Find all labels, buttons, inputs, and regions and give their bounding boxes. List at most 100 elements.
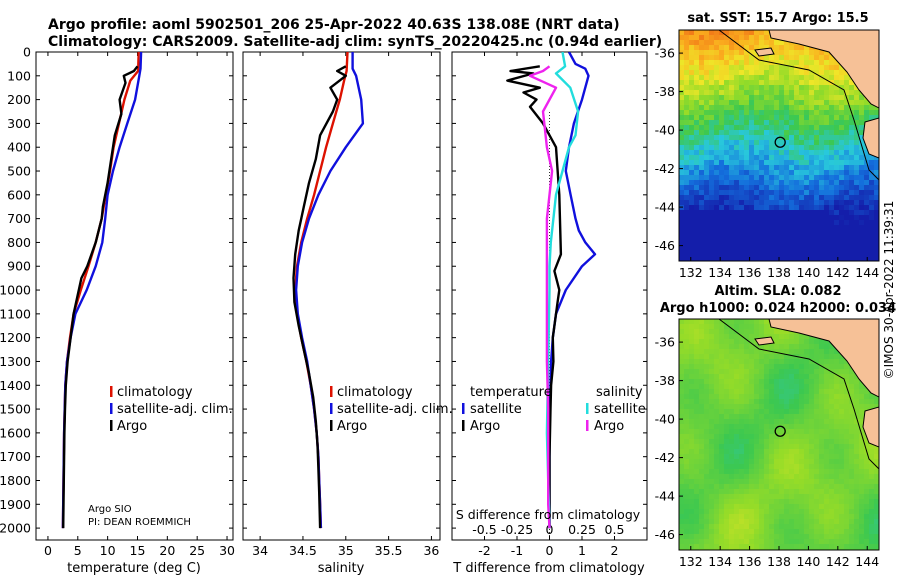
map-cell (779, 504, 785, 510)
map-cell (869, 484, 875, 490)
map-cell (849, 499, 855, 505)
map-cell (754, 379, 760, 385)
map-cell (844, 195, 850, 201)
map-cell (874, 200, 879, 206)
map-cell (784, 80, 790, 86)
map-cell (774, 155, 780, 161)
map-cell (754, 45, 760, 51)
map-cell (839, 70, 845, 76)
map-cell (774, 100, 780, 106)
map-cell (844, 414, 850, 420)
map-cell (829, 120, 835, 126)
map-cell (819, 220, 825, 226)
map-cell (794, 389, 800, 395)
map-cell (854, 479, 860, 485)
map-cell (854, 220, 860, 226)
map-cell (754, 494, 760, 500)
map-cell (779, 479, 785, 485)
map-cell (734, 85, 740, 91)
map-cell (789, 349, 795, 355)
map-cell (774, 529, 780, 535)
map-cell (769, 205, 775, 211)
map-cell (769, 255, 775, 261)
map-cell (799, 484, 805, 490)
map-cell (799, 489, 805, 495)
map-cell (764, 80, 770, 86)
map-cell (704, 140, 710, 146)
map-cell (774, 429, 780, 435)
map-cell (689, 120, 695, 126)
map-cell (679, 434, 685, 440)
map-cell (824, 225, 830, 231)
map-cell (819, 509, 825, 515)
map-cell (769, 155, 775, 161)
map-cell (839, 409, 845, 415)
sla-map-title-line1: Altim. SLA: 0.082 (715, 284, 842, 299)
map-cell (694, 35, 700, 41)
map-cell (859, 394, 865, 400)
map-cell (729, 489, 735, 495)
map-cell (829, 175, 835, 181)
map-cell (799, 409, 805, 415)
map-cell (704, 384, 710, 390)
map-cell (774, 464, 780, 470)
map-cell (809, 504, 815, 510)
map-cell (679, 429, 685, 435)
map-cell (759, 479, 765, 485)
map-cell (679, 344, 685, 350)
map-cell (764, 140, 770, 146)
map-cell (699, 474, 705, 480)
map-cell (739, 369, 745, 375)
map-cell (749, 230, 755, 236)
map-cell (819, 100, 825, 106)
map-cell (839, 240, 845, 246)
map-cell (769, 499, 775, 505)
map-cell (694, 364, 700, 370)
map-cell (714, 359, 720, 365)
map-cell (724, 339, 730, 345)
map-cell (854, 444, 860, 450)
map-cell (834, 469, 840, 475)
map-cell (874, 514, 879, 520)
map-cell (724, 215, 730, 221)
map-cell (784, 105, 790, 111)
map-cell (774, 329, 780, 335)
map-cell (784, 359, 790, 365)
map-cell (704, 379, 710, 385)
map-cell (684, 334, 690, 340)
map-cell (679, 100, 685, 106)
map-cell (719, 334, 725, 340)
map-cell (679, 349, 685, 355)
map-cell (779, 130, 785, 136)
map-cell (794, 369, 800, 375)
temperature-panel-frame (35, 51, 234, 541)
map-cell (819, 514, 825, 520)
map-cell (794, 474, 800, 480)
map-cell (864, 519, 870, 525)
map-cell (769, 125, 775, 131)
map-cell (744, 464, 750, 470)
map-cell (684, 504, 690, 510)
map-cell (709, 125, 715, 131)
map-cell (729, 110, 735, 116)
map-cell (739, 140, 745, 146)
map-y-tick-label: -46 (655, 527, 675, 542)
map-cell (689, 429, 695, 435)
map-cell (729, 250, 735, 256)
map-cell (759, 220, 765, 226)
map-cell (814, 75, 820, 81)
map-cell (679, 255, 685, 261)
map-cell (799, 85, 805, 91)
map-cell (679, 519, 685, 525)
map-cell (774, 339, 780, 345)
map-cell (824, 105, 830, 111)
map-cell (694, 120, 700, 126)
map-cell (804, 80, 810, 86)
map-cell (709, 80, 715, 86)
map-cell (844, 75, 850, 81)
map-cell (834, 225, 840, 231)
map-cell (709, 464, 715, 470)
map-cell (834, 539, 840, 545)
map-cell (834, 150, 840, 156)
map-cell (769, 394, 775, 400)
